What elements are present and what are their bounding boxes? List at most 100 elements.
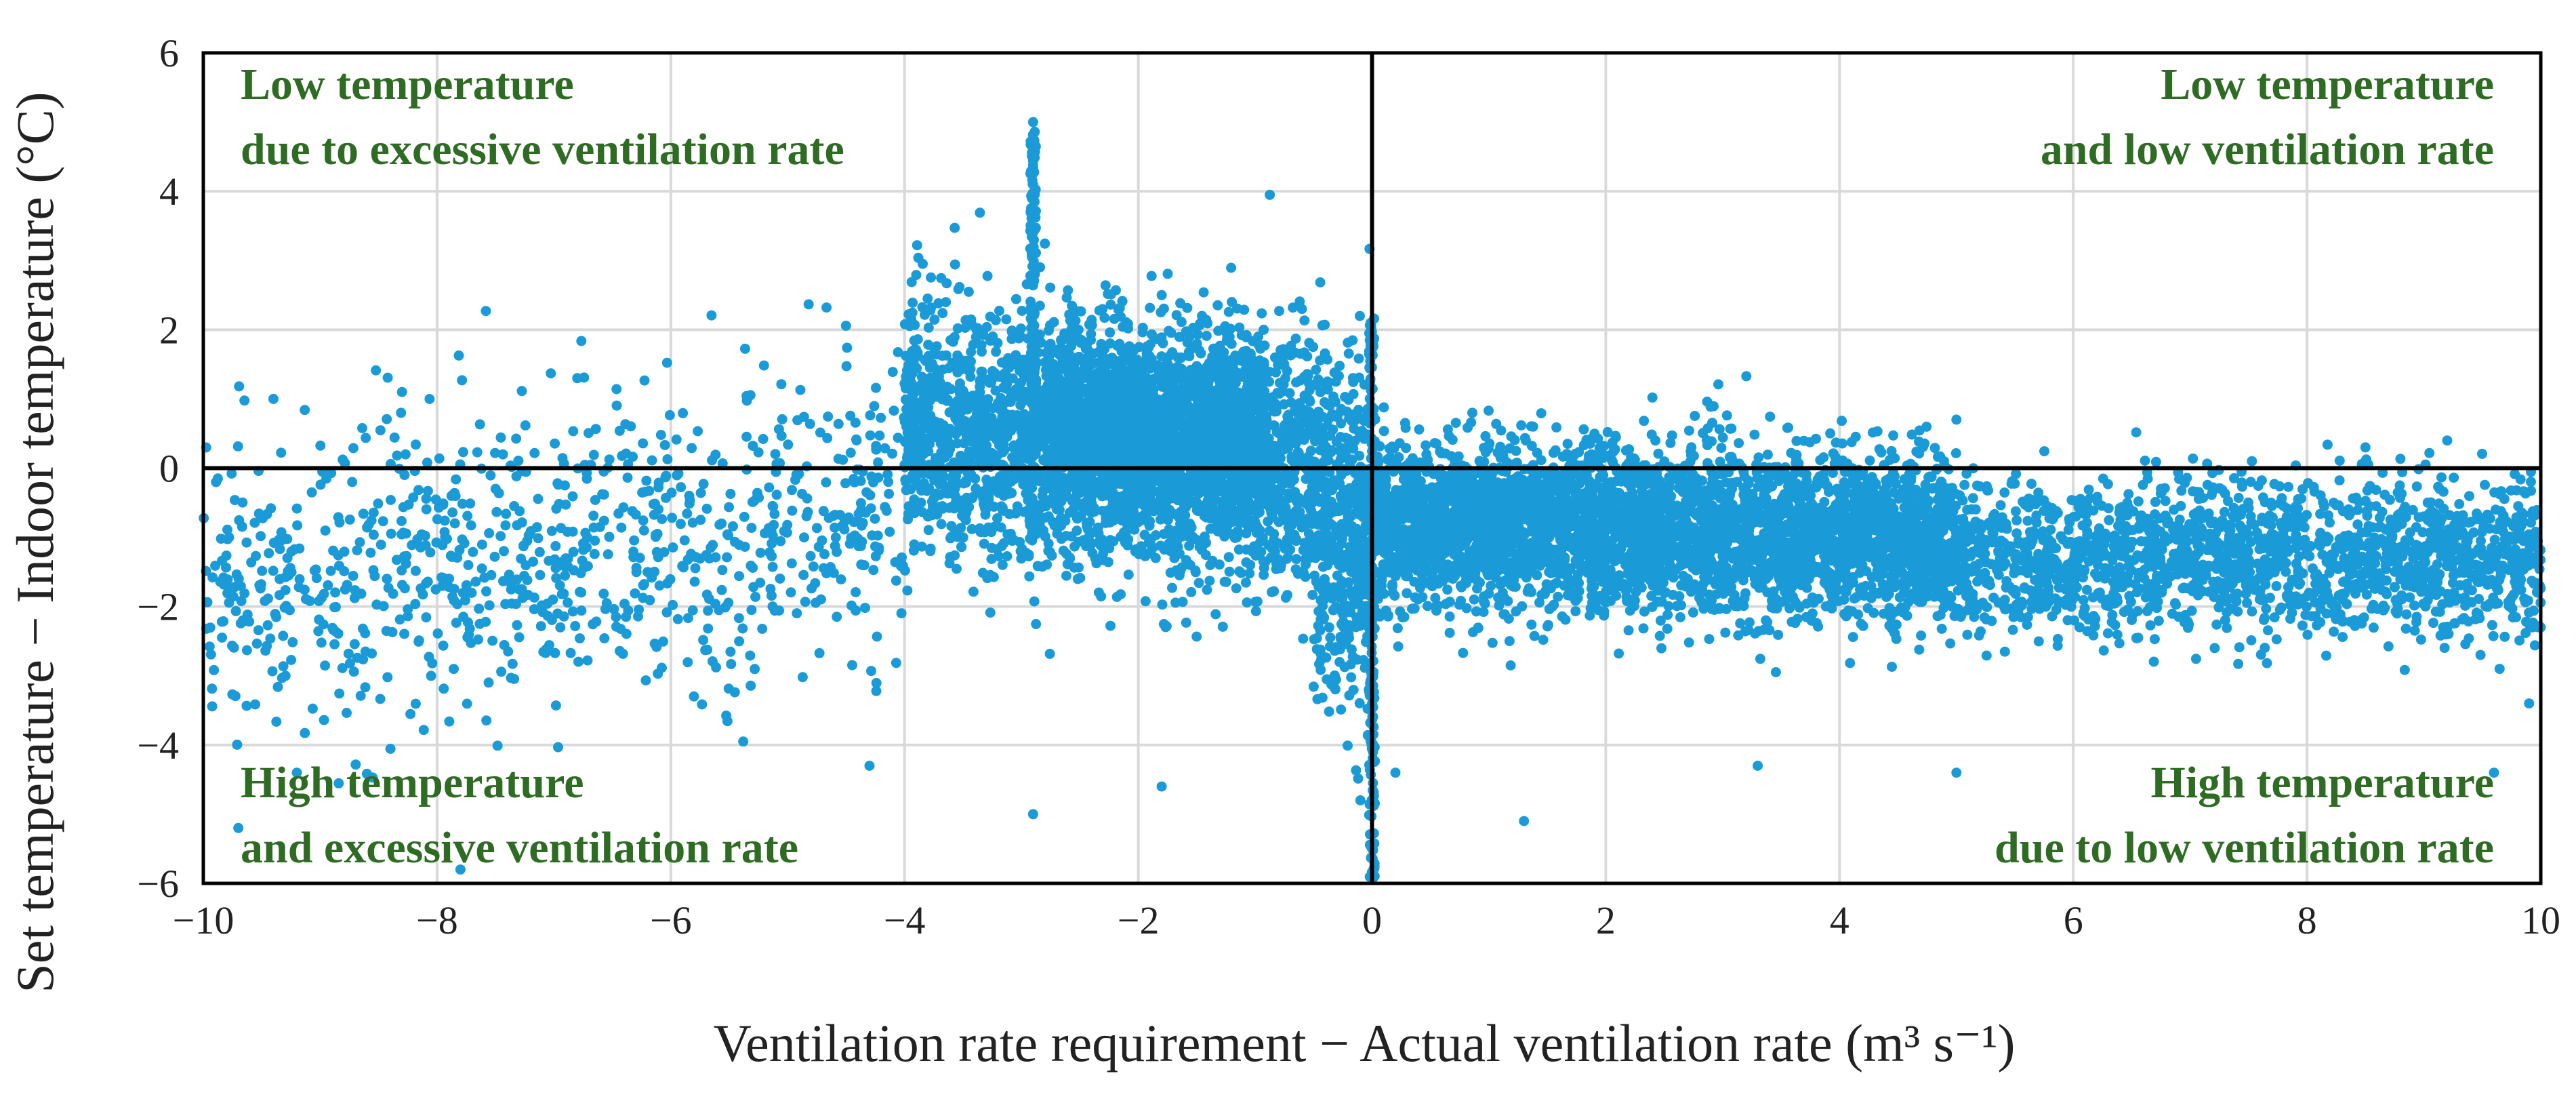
data-point xyxy=(1158,485,1168,495)
data-point xyxy=(1099,555,1109,565)
data-point xyxy=(1224,487,1235,498)
data-point xyxy=(874,431,885,441)
data-point xyxy=(604,454,615,465)
data-point xyxy=(1134,384,1145,395)
data-point xyxy=(888,405,899,416)
data-point xyxy=(457,375,468,386)
data-point xyxy=(647,572,657,583)
data-point xyxy=(410,565,421,576)
data-point xyxy=(319,588,329,599)
data-point xyxy=(575,633,585,644)
data-point xyxy=(945,335,956,346)
data-point xyxy=(847,660,857,670)
data-point xyxy=(672,614,683,624)
data-point xyxy=(1146,271,1157,281)
data-point xyxy=(522,575,533,586)
data-point xyxy=(255,579,266,590)
data-point xyxy=(905,401,916,412)
data-point xyxy=(253,508,264,519)
data-point xyxy=(1231,583,1242,594)
data-point xyxy=(855,475,866,486)
data-point xyxy=(421,612,432,623)
data-point xyxy=(1045,546,1055,557)
data-point xyxy=(230,495,240,506)
data-point xyxy=(458,447,468,458)
data-point xyxy=(299,584,310,595)
data-point xyxy=(272,681,283,692)
data-point xyxy=(766,538,777,549)
data-point xyxy=(1134,342,1145,353)
data-point xyxy=(1172,352,1183,363)
data-point xyxy=(483,677,494,688)
data-point xyxy=(726,659,737,669)
data-point xyxy=(466,520,476,531)
data-point xyxy=(381,626,392,637)
data-point xyxy=(678,562,689,573)
data-point xyxy=(582,561,593,572)
data-point xyxy=(883,477,894,487)
data-point xyxy=(368,529,379,540)
data-point xyxy=(1040,418,1051,428)
data-point xyxy=(734,636,745,647)
data-point xyxy=(347,477,358,487)
data-point xyxy=(1029,596,1040,607)
data-point xyxy=(553,742,563,753)
data-point xyxy=(493,488,504,498)
data-point xyxy=(1250,519,1261,529)
data-point xyxy=(944,502,955,513)
data-point xyxy=(1274,306,1284,317)
data-point xyxy=(962,365,973,376)
data-point xyxy=(1044,345,1055,356)
data-point xyxy=(1096,591,1107,602)
data-point xyxy=(758,360,769,371)
data-point xyxy=(654,580,665,591)
data-point xyxy=(1042,385,1052,396)
data-point xyxy=(330,587,341,598)
data-point xyxy=(682,613,693,624)
data-point xyxy=(909,430,920,441)
data-point xyxy=(286,655,297,665)
data-point xyxy=(931,488,941,499)
data-point xyxy=(1289,529,1300,540)
data-point xyxy=(575,567,586,578)
data-point xyxy=(1088,348,1099,359)
data-point xyxy=(1288,418,1299,428)
data-point xyxy=(227,640,237,651)
data-point xyxy=(870,513,880,524)
data-point xyxy=(576,336,587,346)
data-point xyxy=(1299,428,1310,438)
data-point xyxy=(1177,402,1188,413)
data-point xyxy=(787,485,797,496)
data-point xyxy=(668,542,678,553)
data-point xyxy=(323,580,333,590)
data-point xyxy=(439,527,450,538)
data-point xyxy=(665,574,676,584)
data-point xyxy=(470,576,481,587)
data-point xyxy=(622,473,633,483)
data-point xyxy=(1012,501,1023,512)
data-point xyxy=(425,547,436,558)
data-point xyxy=(1167,582,1177,593)
data-point xyxy=(1208,406,1219,417)
data-point xyxy=(520,420,531,431)
data-point xyxy=(1177,449,1188,460)
data-point xyxy=(1120,527,1131,538)
data-point xyxy=(588,522,599,533)
data-point xyxy=(320,525,331,536)
data-point xyxy=(821,302,832,313)
data-point xyxy=(967,391,978,401)
data-point xyxy=(969,415,980,425)
data-point xyxy=(701,550,712,561)
data-point xyxy=(350,585,361,596)
data-point xyxy=(1007,373,1018,384)
data-point xyxy=(552,608,563,619)
data-point xyxy=(1066,341,1076,352)
data-point xyxy=(1282,553,1292,564)
data-point xyxy=(871,685,882,696)
data-point xyxy=(1193,578,1204,588)
data-point xyxy=(462,698,472,709)
data-point xyxy=(361,433,371,443)
data-point xyxy=(653,504,664,515)
data-point xyxy=(268,565,279,576)
data-point xyxy=(811,523,822,534)
